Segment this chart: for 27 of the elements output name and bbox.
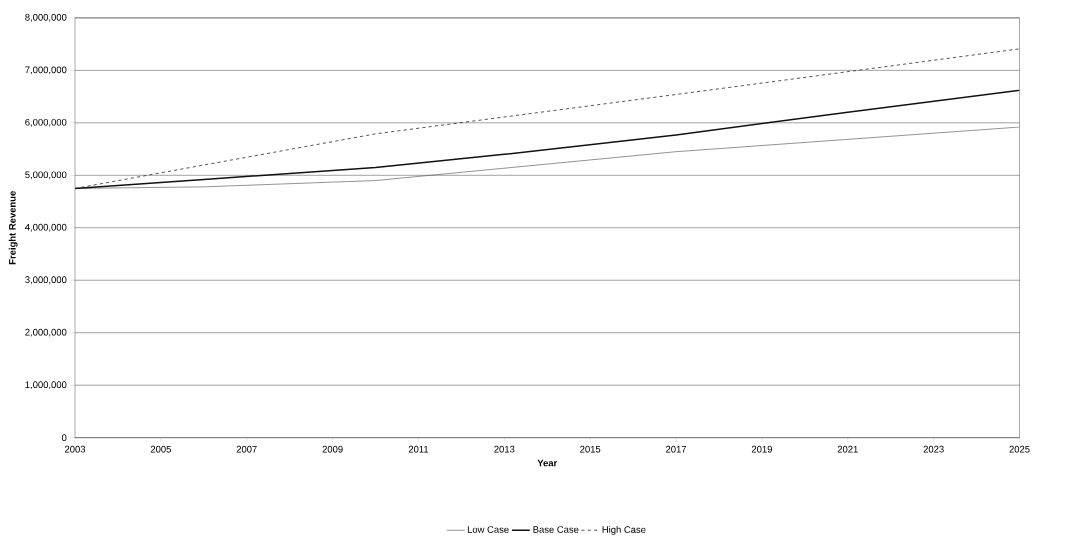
line-series: [75, 89, 1020, 190]
y-tick-label: 7,000,000: [25, 66, 67, 75]
y-tick-label: 3,000,000: [25, 276, 67, 285]
legend-label: Base Case: [533, 526, 579, 533]
x-tick-label: 2023: [923, 445, 944, 453]
x-tick-label: 2005: [150, 445, 171, 453]
x-tick-label: 2019: [751, 445, 772, 453]
x-tick-label: 2007: [236, 445, 257, 453]
x-tick-label: 2015: [580, 445, 601, 453]
y-tick-label: 2,000,000: [25, 328, 67, 337]
y-tick-label: 0: [61, 434, 67, 442]
y-tick-label: 4,000,000: [25, 223, 67, 232]
x-tick-label: 2025: [1009, 445, 1030, 453]
y-tick-label: 8,000,000: [25, 14, 67, 22]
y-tick-label: 6,000,000: [25, 118, 67, 127]
x-tick-label: 2017: [666, 445, 687, 453]
x-tick-label: 2003: [64, 445, 86, 453]
legend-label: High Case: [602, 526, 646, 535]
y-tick-label: 5,000,000: [25, 171, 67, 180]
x-tick-label: 2011: [408, 445, 429, 453]
y-tick-label: 1,000,000: [25, 381, 67, 390]
x-tick-label: 2013: [494, 445, 515, 453]
x-axis-title: Year: [537, 459, 558, 467]
legend-label: Low Case: [467, 526, 509, 533]
y-axis-title: Freight Revenue: [8, 191, 18, 265]
x-tick-label: 2021: [837, 445, 858, 453]
x-tick-label: 2009: [322, 445, 343, 453]
